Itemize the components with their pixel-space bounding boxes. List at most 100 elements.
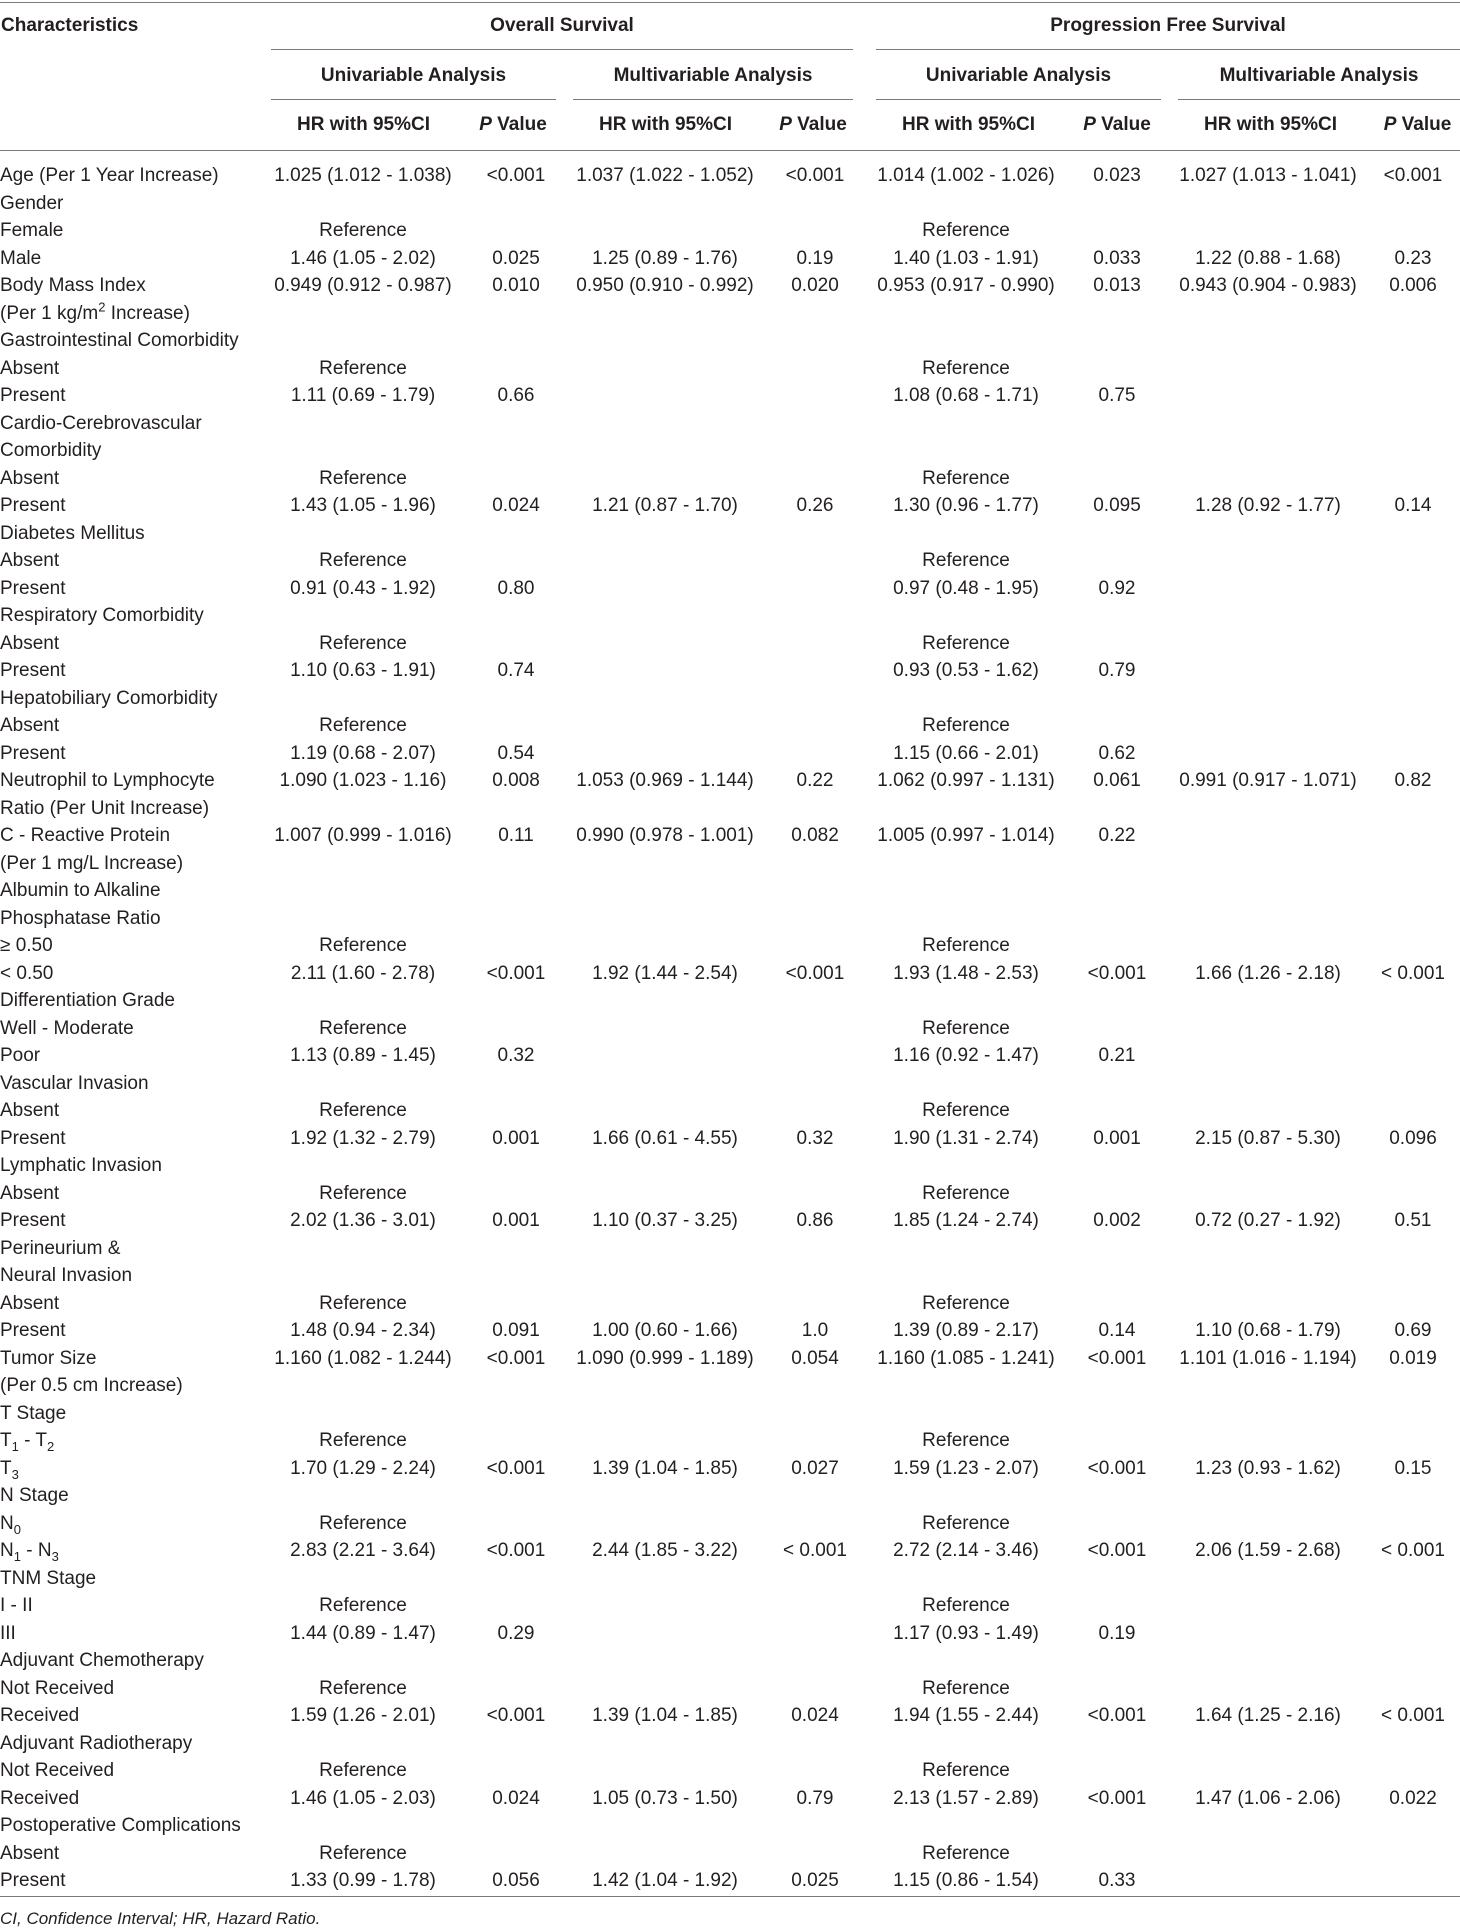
os-uni-p-cell: 0.29 <box>497 1622 535 1644</box>
os-uni-p-cell: 0.32 <box>497 1045 535 1066</box>
pfs-multi-p-cell <box>1366 1180 1460 1208</box>
os-uni-hr-cell <box>262 850 464 878</box>
pfs-uni-hr-cell: Reference <box>922 1512 1010 1534</box>
pfs-multi-p-cell <box>1366 905 1460 933</box>
pfs-uni-hr-cell: Reference <box>922 1842 1010 1864</box>
row-label: Absent <box>0 1100 60 1121</box>
os-uni-hr-cell <box>262 300 464 328</box>
table-row: Well - Moderate Reference Reference <box>0 1015 1460 1043</box>
os-multi-hr-cell <box>568 1840 762 1868</box>
os-uni-hr-cell: 0.949 (0.912 - 0.987) <box>274 275 452 296</box>
pfs-multi-hr-cell <box>1170 520 1366 548</box>
p-italic: P <box>1383 114 1397 135</box>
os-multi-p-cell <box>762 300 868 328</box>
os-univariable-header: Univariable Analysis <box>320 65 507 86</box>
row-label: Poor <box>0 1045 41 1066</box>
pfs-uni-p-cell <box>1064 1400 1170 1428</box>
os-uni-p-cell: 0.091 <box>492 1320 540 1341</box>
row-label: Absent <box>0 357 60 379</box>
pfs-multi-hr-cell <box>1170 1427 1366 1455</box>
row-label: Postoperative Complications <box>0 1815 241 1836</box>
pfs-uni-hr-cell <box>868 437 1064 465</box>
os-uni-p-cell <box>464 217 568 245</box>
overall-survival-header: Overall Survival <box>490 15 634 36</box>
os-multi-p-cell <box>762 1840 868 1868</box>
table-row: TNM Stage <box>0 1565 1460 1593</box>
row-label: Absent <box>0 1292 60 1314</box>
os-multi-hr-cell <box>568 1482 762 1510</box>
pfs-uni-p-cell <box>1064 1482 1170 1510</box>
os-uni-hr-cell <box>262 520 464 548</box>
os-multi-hr-cell <box>568 877 762 905</box>
pfs-multi-hr-cell <box>1170 877 1366 905</box>
os-multi-p-cell <box>762 1015 868 1043</box>
pfs-uni-hr-cell <box>868 1152 1064 1180</box>
pfs-multi-hr-cell <box>1170 327 1366 355</box>
pfs-uni-hr-cell: 1.94 (1.55 - 2.44) <box>893 1705 1039 1726</box>
os-uni-hr-cell <box>262 1070 464 1098</box>
pfs-multi-hr-cell <box>1170 382 1366 410</box>
pfs-multi-hr-cell: 1.23 (0.93 - 1.62) <box>1195 1457 1341 1479</box>
row-label: Vascular Invasion <box>0 1072 149 1094</box>
pfs-multi-p-cell <box>1366 822 1460 850</box>
pfs-uni-hr-cell <box>868 520 1064 548</box>
os-multi-p-cell <box>762 685 868 713</box>
os-multi-p-cell <box>762 410 868 438</box>
pfs-uni-p-cell <box>1064 1180 1170 1208</box>
pfs-multi-hr-cell <box>1170 1042 1366 1070</box>
pfs-uni-hr-cell: Reference <box>922 935 1010 956</box>
p-italic: P <box>1083 114 1096 135</box>
pfs-multi-hr-cell <box>1170 1867 1366 1895</box>
table-row: Absent Reference Reference <box>0 547 1460 575</box>
os-multi-p-cell: 0.32 <box>796 1127 834 1149</box>
pfs-uni-p-cell <box>1064 1262 1170 1290</box>
pfs-multi-p-cell: 0.019 <box>1389 1347 1437 1369</box>
os-multi-p-cell <box>762 1180 868 1208</box>
row-label: Neutrophil to Lymphocyte <box>0 770 215 791</box>
pfs-uni-hr-cell: Reference <box>922 1292 1010 1314</box>
table-row: C - Reactive Protein 1.007 (0.999 - 1.016… <box>0 822 1460 850</box>
os-uni-p-cell: 0.056 <box>492 1870 540 1891</box>
os-uni-hr-cell: 1.025 (1.012 - 1.038) <box>274 165 452 186</box>
pfs-uni-hr-cell: 1.062 (0.997 - 1.131) <box>877 770 1055 791</box>
os-multi-hr-cell <box>568 1592 762 1620</box>
pfs-uni-p-cell: 0.14 <box>1098 1320 1136 1341</box>
pfs-uni-hr-cell: 1.59 (1.23 - 2.07) <box>893 1457 1039 1479</box>
os-multi-hr-cell <box>568 1180 762 1208</box>
table-row: Male 1.46 (1.05 - 2.02) 0.025 1.25 (0.89 - … <box>0 245 1460 273</box>
pfs-multi-hr-cell <box>1170 850 1366 878</box>
pfs-uni-hr-cell <box>868 1400 1064 1428</box>
pfs-uni-hr-cell <box>868 1235 1064 1263</box>
row-label: T Stage <box>0 1402 67 1424</box>
pfs-uni-hr-cell <box>868 685 1064 713</box>
os-uni-p-cell: 0.74 <box>497 660 535 681</box>
pfs-multi-hr-header: HR with 95%CI <box>1203 114 1338 135</box>
p-rest: Value <box>791 114 847 135</box>
pfs-multi-p-cell <box>1366 382 1460 410</box>
pfs-multi-p-cell <box>1366 1675 1460 1703</box>
os-uni-p-cell <box>464 1427 568 1455</box>
os-uni-hr-cell <box>262 1235 464 1263</box>
os-multi-hr-cell <box>568 217 762 245</box>
os-multi-p-cell <box>762 437 868 465</box>
os-uni-p-header: P Value <box>470 113 556 137</box>
os-uni-p-cell <box>464 1180 568 1208</box>
os-multi-hr-cell <box>568 575 762 603</box>
pfs-multi-hr-cell <box>1170 1675 1366 1703</box>
pfs-uni-hr-cell <box>868 1730 1064 1758</box>
pfs-multi-hr-cell: 1.22 (0.88 - 1.68) <box>1195 247 1341 269</box>
pfs-uni-hr-cell <box>868 795 1064 823</box>
table-row: Poor 1.13 (0.89 - 1.45) 0.32 1.16 (0.92 - 1… <box>0 1042 1460 1070</box>
pfs-uni-hr-cell <box>868 300 1064 328</box>
pfs-uni-p-cell <box>1064 1070 1170 1098</box>
pfs-uni-hr-cell <box>868 1482 1064 1510</box>
pfs-uni-hr-cell: 1.15 (0.66 - 2.01) <box>893 742 1039 764</box>
table-row: Gastrointestinal Comorbidity <box>0 327 1460 355</box>
row-label: Present <box>0 742 66 764</box>
os-multi-p-cell <box>762 217 868 245</box>
table-row: Body Mass Index 0.949 (0.912 - 0.987) 0.01… <box>0 272 1460 300</box>
row-label: Present <box>0 660 66 681</box>
os-multi-hr-cell: 1.090 (0.999 - 1.189) <box>576 1347 754 1369</box>
row-label-part: (Per 1 kg/m <box>0 302 99 324</box>
pfs-multi-hr-cell <box>1170 1510 1366 1538</box>
